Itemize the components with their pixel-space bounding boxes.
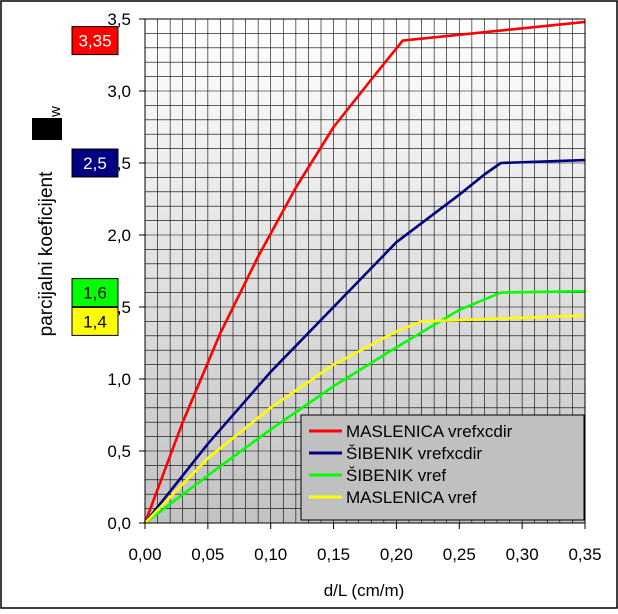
series-line-2 — [144, 289, 586, 525]
y-tick-label: 0,0 — [107, 514, 131, 533]
x-tick-label: 0,15 — [317, 545, 350, 564]
x-tick-label: 0,10 — [254, 545, 287, 564]
series-line-0 — [143, 20, 586, 524]
x-tick-label: 0,20 — [380, 545, 413, 564]
y-tick-label: 3,5 — [107, 10, 131, 29]
series-group — [143, 20, 586, 525]
value-label-box-1 — [71, 148, 119, 178]
axis-ticks: 0,00,51,01,52,02,53,03,50,00 0,05 0,10 0,15… — [107, 10, 601, 564]
x-tick-label: 0,25 — [443, 545, 476, 564]
x-tick-label: 0,05 — [191, 545, 224, 564]
plot-border — [144, 18, 586, 524]
y-tick-label: 0,5 — [107, 442, 131, 461]
series-line-3 — [144, 314, 586, 524]
x-tick-label: 0,00 — [128, 545, 161, 564]
legend-label-3: MASLENICA vref — [346, 488, 477, 507]
y-axis-symbol-block — [32, 118, 62, 140]
grid — [145, 19, 585, 523]
value-label-box-2 — [71, 278, 119, 308]
y-axis-title: parcijalni koeficijent — [36, 171, 57, 336]
series-line-1 — [143, 158, 586, 524]
y-tick-label: 2,0 — [107, 226, 131, 245]
value-label-box-0 — [71, 26, 119, 56]
x-tick-label: 0,30 — [506, 545, 539, 564]
x-tick-label: 0,35 — [568, 545, 601, 564]
value-labels: 3,35 2,5 1,6 1,4 — [71, 26, 119, 336]
y-axis-subscript: w — [47, 106, 64, 118]
x-axis-title: d/L (cm/m) — [324, 581, 405, 600]
value-label-box-3 — [71, 306, 119, 336]
legend-label-0: MASLENICA vrefxcdir — [346, 422, 513, 441]
legend-label-1: ŠIBENIK vrefxcdir — [346, 444, 482, 463]
y-tick-label: 1,0 — [107, 370, 131, 389]
legend-box — [300, 414, 585, 521]
y-axis-label: parcijalni koeficijent w — [32, 106, 64, 336]
value-label-text-2: 1,6 — [83, 284, 107, 303]
value-label-text-3: 1,4 — [83, 312, 107, 331]
value-label-text-1: 2,5 — [83, 154, 107, 173]
legend: MASLENICA vrefxcdir ŠIBENIK vrefxcdir ŠIBE… — [300, 414, 585, 521]
value-label-text-0: 3,35 — [78, 32, 111, 51]
legend-label-2: ŠIBENIK vref — [346, 466, 446, 485]
y-tick-label: 3,0 — [107, 82, 131, 101]
